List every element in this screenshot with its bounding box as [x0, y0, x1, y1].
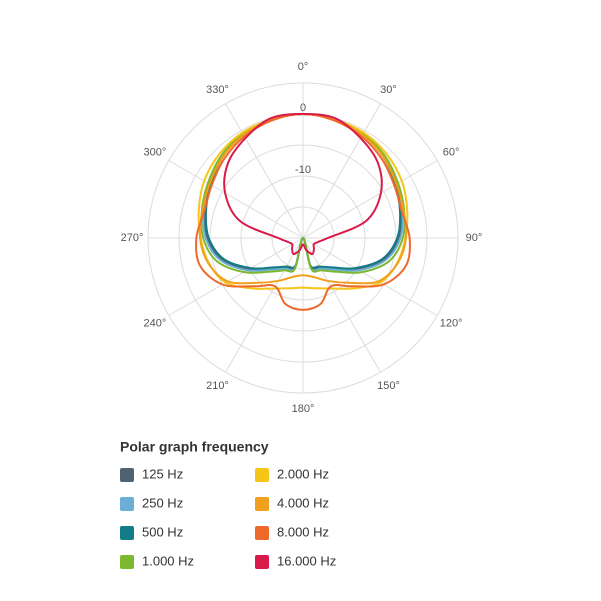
spoke — [225, 237, 304, 373]
legend-label: 1.000 Hz — [142, 553, 194, 568]
legend-label: 2.000 Hz — [277, 466, 329, 481]
angle-label: 30° — [380, 84, 397, 96]
legend-label: 4.000 Hz — [277, 495, 329, 510]
legend-swatch — [255, 555, 269, 569]
polar-line — [223, 112, 383, 256]
polar-line — [195, 112, 411, 311]
angle-label: 0° — [298, 61, 309, 73]
legend-label: 16.000 Hz — [277, 553, 336, 568]
spoke — [302, 237, 381, 373]
angle-label: 240° — [144, 317, 167, 329]
angle-label: 210° — [206, 380, 229, 392]
legend-swatch — [255, 468, 269, 482]
angle-label: 150° — [377, 380, 400, 392]
legend-swatch — [120, 497, 134, 511]
legend-title: Polar graph frequency — [120, 439, 269, 455]
angle-label: 330° — [206, 84, 229, 96]
spoke — [225, 103, 304, 239]
spoke — [168, 237, 304, 316]
angle-label: 60° — [443, 146, 460, 158]
legend-label: 125 Hz — [142, 466, 183, 481]
legend-label: 250 Hz — [142, 495, 183, 510]
r-tick-label: -10 — [295, 164, 311, 176]
polar-line — [198, 112, 408, 285]
angle-label: 90° — [466, 232, 483, 244]
spoke — [302, 103, 381, 239]
legend-swatch — [255, 497, 269, 511]
legend-label: 8.000 Hz — [277, 524, 329, 539]
angle-label: 120° — [440, 317, 463, 329]
polar-line — [200, 112, 406, 274]
angle-label: 300° — [144, 146, 167, 158]
legend-swatch — [120, 526, 134, 540]
legend-swatch — [120, 555, 134, 569]
spoke — [302, 237, 438, 316]
spoke — [168, 160, 304, 239]
spoke — [302, 160, 438, 239]
r-tick-label: 0 — [300, 102, 306, 114]
legend-swatch — [120, 468, 134, 482]
legend-swatch — [255, 526, 269, 540]
polar-line — [197, 112, 409, 290]
legend-label: 500 Hz — [142, 524, 183, 539]
angle-label: 270° — [121, 232, 144, 244]
angle-label: 180° — [292, 403, 315, 415]
